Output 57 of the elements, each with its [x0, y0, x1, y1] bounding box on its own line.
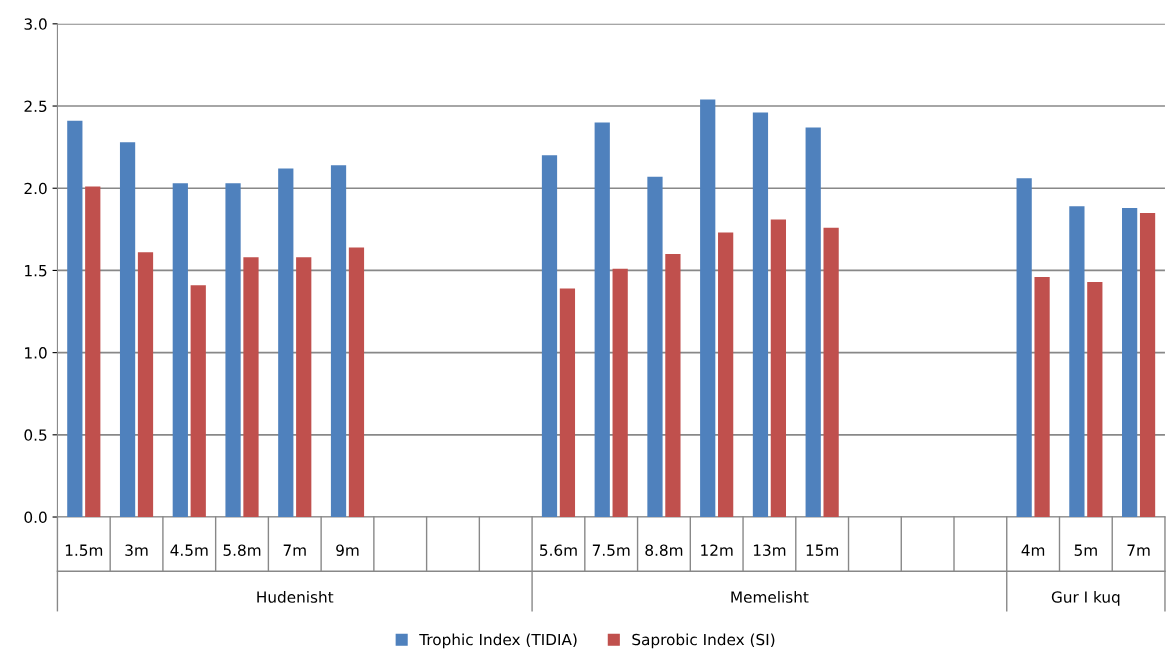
x-tick-label: 12m: [701, 544, 733, 556]
bar: [172, 183, 188, 518]
bar: [278, 168, 294, 518]
x-tick-label: 5.8m: [223, 544, 261, 556]
bar: [594, 122, 610, 518]
x-tick-label: 8.8m: [645, 544, 683, 556]
bar: [67, 120, 83, 518]
bar: [1069, 206, 1085, 518]
bar: [348, 247, 365, 518]
bar: [1139, 212, 1156, 518]
text: Gur I kuq: [1051, 591, 1120, 606]
y-tick-label: 2.0: [24, 182, 47, 195]
bar: [823, 227, 839, 518]
bar: [770, 219, 786, 518]
bar: [137, 252, 154, 518]
y-tick-label: 0.0: [24, 511, 47, 524]
bar: [243, 257, 259, 518]
bar: [805, 127, 821, 518]
legend-label: Saprobic Index (SI): [632, 633, 775, 649]
x-tick-label: 4m: [1021, 544, 1045, 556]
bar: [700, 99, 716, 518]
y-tick-label: 1.5: [25, 265, 47, 277]
bar: [119, 142, 136, 518]
bar: [647, 176, 663, 518]
bar: [296, 257, 312, 518]
x-tick-label: 5m: [1074, 544, 1097, 556]
bar: [541, 155, 558, 518]
y-tick-label: 3.0: [24, 18, 47, 30]
bar: [752, 112, 769, 518]
x-tick-label: 7m: [1127, 544, 1150, 556]
bar: [1016, 178, 1032, 518]
legend-label: Trophic Index (TIDIA): [419, 633, 577, 649]
bar: [330, 165, 347, 518]
bar: [225, 183, 241, 518]
bar: [190, 285, 206, 518]
x-tick-label: 7.5m: [592, 544, 630, 556]
bar: [1087, 281, 1103, 518]
x-tick-label: 4.5m: [170, 544, 208, 556]
bar: [612, 268, 628, 518]
text: Memelisht: [731, 591, 809, 603]
y-tick-label: 1.0: [25, 347, 47, 359]
bar: [559, 288, 576, 518]
x-tick-label: 9m: [336, 544, 359, 556]
text: Hudenisht: [257, 591, 334, 603]
x-tick-label: 15m: [806, 544, 839, 556]
bar: [718, 232, 734, 518]
bar: [1034, 277, 1050, 518]
x-tick-label: 3m: [125, 544, 148, 556]
x-tick-label: 5.6m: [540, 544, 577, 556]
y-tick-label: 2.5: [24, 100, 47, 113]
bar: [85, 186, 101, 518]
y-tick-label: 0.5: [24, 429, 47, 441]
bar: [665, 253, 681, 518]
x-tick-label: 13m: [753, 544, 786, 556]
bar: [1122, 207, 1138, 518]
x-tick-label: 7m: [283, 544, 306, 556]
x-tick-label: 1.5m: [65, 544, 103, 556]
